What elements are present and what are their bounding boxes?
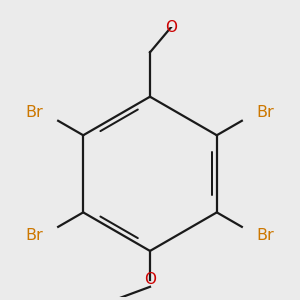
Text: O: O xyxy=(144,272,156,287)
Text: Br: Br xyxy=(26,105,43,120)
Text: Br: Br xyxy=(257,228,274,243)
Text: O: O xyxy=(165,20,177,35)
Text: H: H xyxy=(169,0,181,3)
Text: Br: Br xyxy=(26,228,43,243)
Text: Br: Br xyxy=(257,105,274,120)
